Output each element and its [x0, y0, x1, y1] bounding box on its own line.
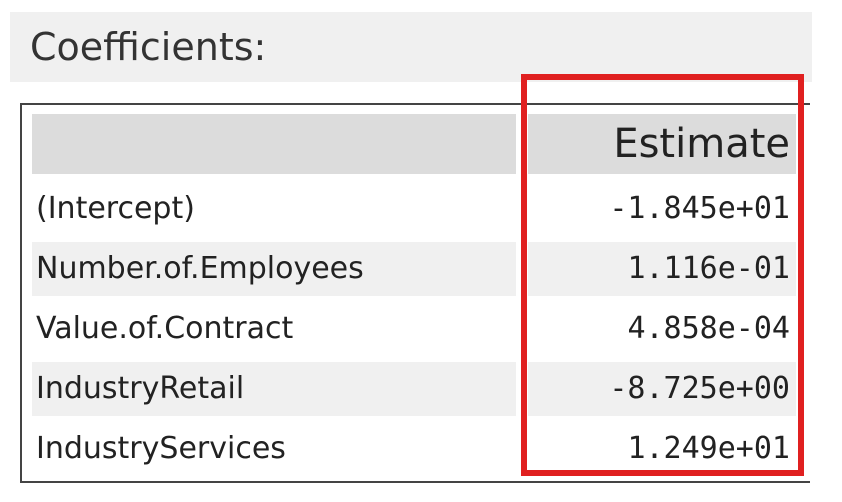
coefficient-estimate: 1.116e-01 — [627, 251, 790, 286]
estimate-column-header: Estimate — [613, 121, 790, 167]
table-row: IndustryServices 1.249e+01 — [32, 422, 796, 476]
row-label-header — [32, 114, 516, 174]
coefficients-title: Coefficients: — [30, 25, 267, 69]
table-header-row: Estimate — [32, 114, 796, 174]
coefficient-estimate: 1.249e+01 — [627, 431, 790, 466]
coefficient-name: IndustryServices — [36, 431, 286, 466]
coefficient-estimate: -8.725e+00 — [609, 371, 790, 406]
coefficient-estimate: -1.845e+01 — [609, 191, 790, 226]
column-gap — [516, 362, 528, 416]
column-gap — [516, 242, 528, 296]
column-gap — [516, 114, 528, 174]
coefficient-name: (Intercept) — [36, 191, 195, 226]
coefficients-header-bar: Coefficients: — [10, 12, 812, 82]
coefficients-table: Estimate (Intercept) -1.845e+01 Number.o… — [20, 103, 810, 483]
coefficient-name: Number.of.Employees — [36, 251, 364, 286]
table-row: Number.of.Employees 1.116e-01 — [32, 242, 796, 296]
coefficient-estimate: 4.858e-04 — [627, 311, 790, 346]
table-row: (Intercept) -1.845e+01 — [32, 182, 796, 236]
table-row: IndustryRetail -8.725e+00 — [32, 362, 796, 416]
coefficient-name: IndustryRetail — [36, 371, 245, 406]
table-row: Value.of.Contract 4.858e-04 — [32, 302, 796, 356]
coefficient-name: Value.of.Contract — [36, 311, 294, 346]
